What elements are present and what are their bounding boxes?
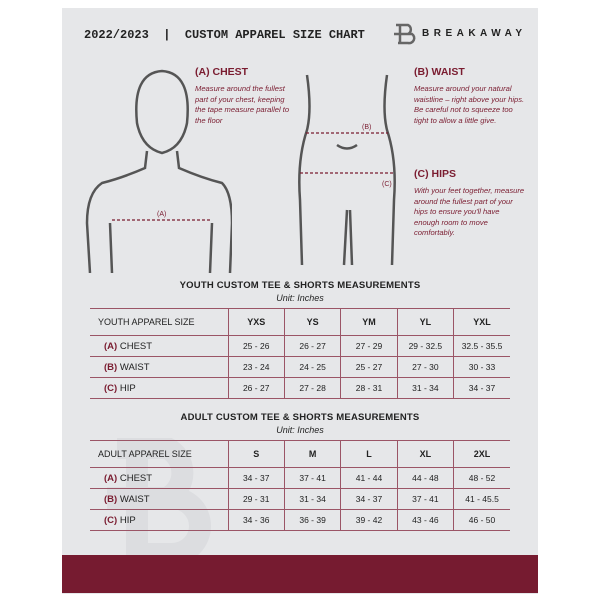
table-header-row: ADULT APPAREL SIZE S M L XL 2XL — [90, 440, 510, 468]
measurement-value: 27 - 29 — [340, 335, 398, 357]
chest-heading: (A) CHEST — [195, 66, 249, 78]
chest-description: Measure around the fullest part of your … — [195, 84, 290, 125]
measurement-name: HIP — [119, 514, 136, 526]
measurement-name: CHEST — [119, 340, 153, 352]
waist-marker: (B) — [362, 124, 371, 131]
measurement-value: 41 - 44 — [340, 467, 398, 489]
size-column-header: 2XL — [473, 449, 491, 459]
measurement-value: 25 - 27 — [340, 356, 398, 378]
table-row: (A) CHEST 34 - 37 37 - 41 41 - 44 44 - 48 48 … — [90, 467, 510, 489]
size-chart-panel: 2022/2023 | CUSTOM APPAREL SIZE CHART BR… — [62, 8, 538, 594]
measurement-value: 24 - 25 — [284, 356, 342, 378]
hips-heading: (C) HIPS — [414, 168, 456, 180]
measurement-value: 27 - 28 — [284, 377, 342, 399]
hips-description: With your feet together, measure around … — [414, 186, 525, 237]
measurement-label: (B) WAIST — [90, 356, 229, 378]
measurement-value: 34 - 36 — [228, 509, 285, 531]
measurement-value: 32.5 - 35.5 — [461, 341, 503, 351]
measurement-label: (A) CHEST — [90, 467, 229, 489]
table-row: (B) WAIST 23 - 24 24 - 25 25 - 27 27 - 30 30 … — [90, 356, 510, 378]
measurement-label: (C) HIP — [90, 509, 229, 531]
brand-logo: BREAKAWAY — [394, 21, 527, 45]
measurement-value: 44 - 48 — [397, 467, 455, 489]
measurement-value: 34 - 37 — [228, 467, 285, 489]
measurement-value: 34 - 37 — [468, 383, 496, 393]
lower-body-illustration: (B) (C) — [298, 74, 396, 266]
measurement-label: (C) HIP — [90, 377, 229, 399]
adult-size-table: ADULT APPAREL SIZE S M L XL 2XL (A) CHEST 34 - … — [90, 440, 510, 531]
chest-marker: (A) — [157, 211, 166, 218]
measurement-value: 34 - 37 — [340, 488, 398, 510]
measurement-letter: (A) — [104, 472, 118, 484]
measurement-value: 26 - 27 — [228, 377, 285, 399]
size-header: ADULT APPAREL SIZE — [90, 440, 229, 468]
size-column-header: S — [228, 440, 285, 468]
measurement-value: 31 - 34 — [397, 377, 455, 399]
adult-section-title: ADULT CUSTOM TEE & SHORTS MEASUREMENTS — [180, 412, 420, 423]
measurement-letter: (B) — [104, 493, 118, 505]
table-row: (C) HIP 34 - 36 36 - 39 39 - 42 43 - 46 46 - … — [90, 509, 510, 531]
table-row: (B) WAIST 29 - 31 31 - 34 34 - 37 37 - 41 41 … — [90, 488, 510, 510]
measurement-value: 28 - 31 — [340, 377, 398, 399]
size-column-header: YM — [340, 308, 398, 336]
size-column-header: YS — [284, 308, 342, 336]
measurement-letter: (C) — [104, 514, 118, 526]
size-column-header: YXL — [473, 317, 491, 327]
upper-body-illustration: (A) — [85, 69, 232, 273]
measurement-value: 25 - 26 — [228, 335, 285, 357]
page-title: 2022/2023 | CUSTOM APPAREL SIZE CHART — [84, 28, 365, 42]
youth-unit: Unit: Inches — [276, 293, 324, 303]
youth-size-table: YOUTH APPAREL SIZE YXS YS YM YL YXL (A) CHEST 2… — [90, 308, 510, 399]
measurement-value: 31 - 34 — [284, 488, 342, 510]
measurement-value: 46 - 50 — [468, 515, 496, 525]
size-column-header: YL — [397, 308, 455, 336]
measurement-letter: (A) — [104, 340, 118, 352]
size-column-header: XL — [397, 440, 455, 468]
size-column-header: YXS — [228, 308, 285, 336]
measurement-value: 37 - 41 — [284, 467, 342, 489]
table-row: (A) CHEST 25 - 26 26 - 27 27 - 29 29 - 32.5 3… — [90, 335, 510, 357]
size-column-header: M — [284, 440, 342, 468]
measurement-value: 29 - 31 — [228, 488, 285, 510]
measurement-letter: (B) — [104, 361, 118, 373]
measurement-value: 23 - 24 — [228, 356, 285, 378]
measurement-letter: (C) — [104, 382, 118, 394]
table-row: (C) HIP 26 - 27 27 - 28 28 - 31 31 - 34 34 - … — [90, 377, 510, 399]
measurement-value: 41 - 45.5 — [465, 494, 499, 504]
measurement-name: CHEST — [119, 472, 153, 484]
measurement-value: 30 - 33 — [468, 362, 496, 372]
adult-unit: Unit: Inches — [276, 425, 324, 435]
measurement-name: WAIST — [119, 361, 150, 373]
footer-bar — [62, 555, 538, 593]
measurement-value: 29 - 32.5 — [397, 335, 455, 357]
measurement-label: (B) WAIST — [90, 488, 229, 510]
measurement-name: HIP — [119, 382, 136, 394]
measurement-value: 39 - 42 — [340, 509, 398, 531]
brand-name: BREAKAWAY — [422, 27, 527, 39]
measurement-value: 27 - 30 — [397, 356, 455, 378]
waist-description: Measure around your natural waistline – … — [414, 84, 525, 125]
measurement-name: WAIST — [119, 493, 150, 505]
size-header: YOUTH APPAREL SIZE — [90, 308, 229, 336]
measurement-value: 48 - 52 — [468, 473, 496, 483]
measurement-value: 43 - 46 — [397, 509, 455, 531]
measurement-label: (A) CHEST — [90, 335, 229, 357]
hips-marker: (C) — [382, 181, 392, 188]
brand-logo-icon — [394, 23, 416, 45]
waist-heading: (B) WAIST — [414, 66, 465, 78]
youth-section-title: YOUTH CUSTOM TEE & SHORTS MEASUREMENTS — [179, 280, 421, 291]
measurement-value: 36 - 39 — [284, 509, 342, 531]
measurement-value: 26 - 27 — [284, 335, 342, 357]
table-header-row: YOUTH APPAREL SIZE YXS YS YM YL YXL — [90, 308, 510, 336]
size-column-header: L — [340, 440, 398, 468]
measurement-value: 37 - 41 — [397, 488, 455, 510]
